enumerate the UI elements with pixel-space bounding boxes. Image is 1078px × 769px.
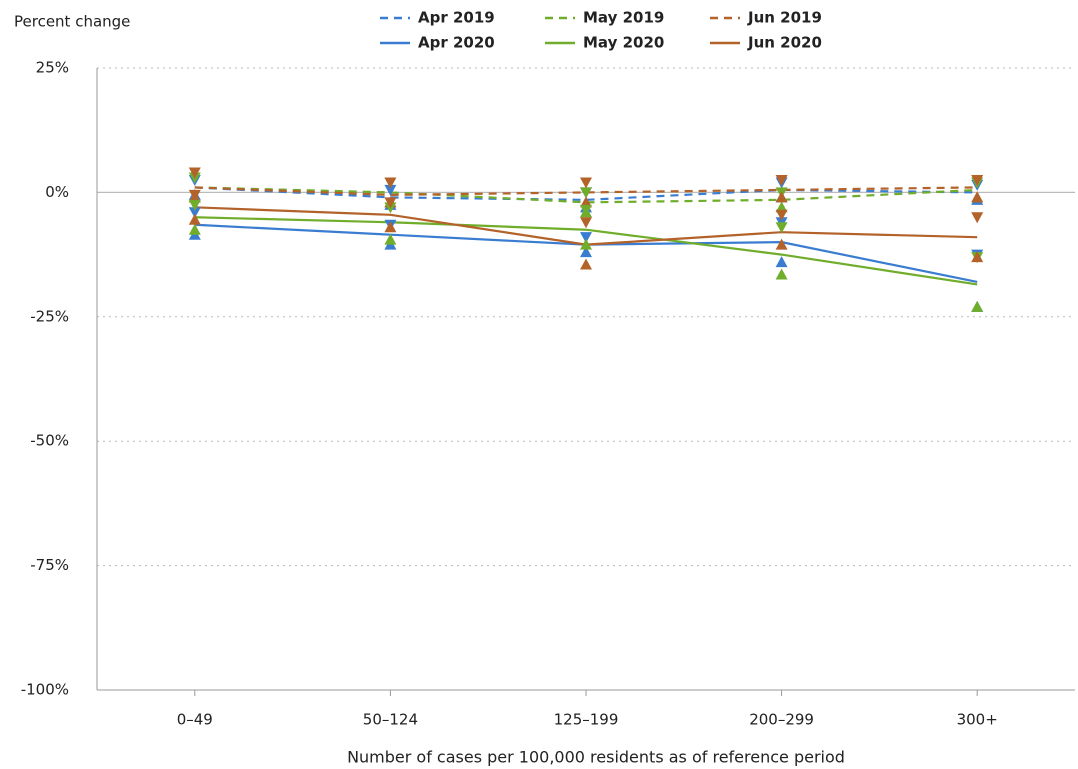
lower-bound	[971, 191, 984, 203]
upper-bound	[775, 209, 788, 221]
lower-bound	[775, 191, 788, 203]
lower-bound	[188, 213, 201, 225]
legend-label: May 2019	[583, 9, 664, 27]
upper-bound	[580, 177, 592, 189]
lower-bound	[384, 221, 397, 233]
upper-bound	[775, 222, 788, 234]
upper-bound	[971, 174, 984, 186]
lower-bound	[580, 246, 592, 258]
legend-label: Apr 2019	[418, 9, 495, 27]
upper-bound	[384, 197, 397, 209]
y-tick-label: -100%	[21, 681, 69, 699]
x-tick-label: 0–49	[177, 711, 213, 729]
legend-label: Apr 2020	[418, 34, 495, 52]
lower-bound	[775, 238, 788, 250]
lower-bound	[384, 233, 397, 245]
y-tick-label: -25%	[30, 307, 69, 325]
upper-bound	[188, 167, 201, 179]
y-tick-label: -50%	[30, 432, 69, 450]
series-line	[194, 186, 978, 196]
lower-bound	[580, 258, 592, 270]
series-line	[194, 186, 978, 204]
upper-bound	[775, 174, 788, 186]
x-tick-label: 200–299	[749, 711, 814, 729]
upper-bound	[188, 199, 201, 211]
lower-bound	[971, 300, 984, 312]
lower-bound	[775, 256, 788, 268]
lower-bound	[580, 238, 592, 250]
upper-bound	[188, 207, 201, 219]
lower-bound	[775, 201, 788, 213]
upper-bound	[580, 204, 592, 216]
y-tick-label: 25%	[36, 59, 69, 77]
upper-bound	[971, 212, 984, 224]
upper-bound	[580, 232, 592, 244]
legend-label: Jun 2019	[747, 9, 822, 27]
lower-bound	[580, 196, 592, 208]
y-tick-label: 0%	[45, 183, 69, 201]
lower-bound	[188, 223, 201, 235]
upper-bound	[580, 187, 592, 199]
y-tick-label: -75%	[30, 556, 69, 574]
upper-bound	[384, 177, 397, 189]
upper-bound	[188, 189, 201, 201]
legend: Apr 2019 May 2019 Jun 2019 Apr 2020 May 2020…	[380, 9, 822, 52]
x-tick-label: 125–199	[554, 711, 619, 729]
x-tick-label: 50–124	[363, 711, 418, 729]
legend-label: May 2020	[583, 34, 664, 52]
lower-bound	[775, 268, 788, 280]
legend-label: Jun 2020	[747, 34, 822, 52]
x-tick-label: 300+	[957, 711, 998, 729]
lower-bound	[971, 251, 984, 263]
series-line	[194, 186, 978, 201]
series-line	[194, 216, 978, 286]
upper-bound	[580, 217, 592, 229]
x-axis-title: Number of cases per 100,000 residents as…	[347, 748, 845, 767]
upper-bound	[384, 184, 397, 196]
y-axis-title: Percent change	[14, 13, 130, 31]
